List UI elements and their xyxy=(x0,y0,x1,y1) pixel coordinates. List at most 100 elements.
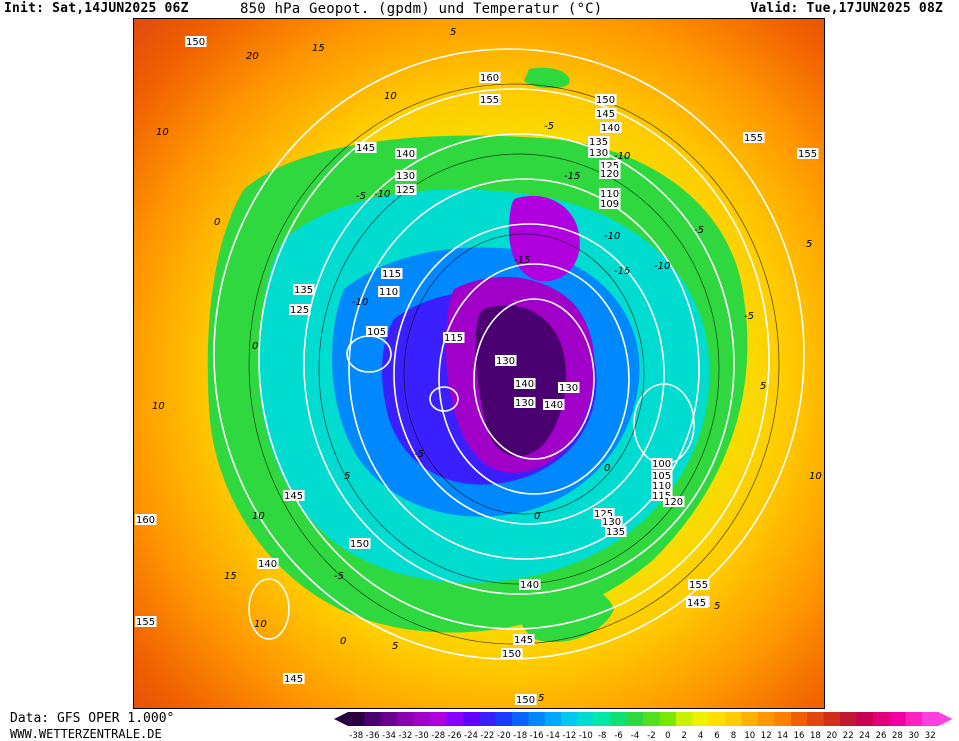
temperature-contour-label: -15 xyxy=(614,266,630,277)
height-contour-label: 115 xyxy=(652,491,671,502)
scale-swatch xyxy=(528,712,546,726)
temperature-contour-label: -5 xyxy=(356,191,366,202)
scale-tick-label: 26 xyxy=(876,731,887,740)
height-label-bg xyxy=(366,326,388,337)
height-label-bg xyxy=(599,160,621,171)
height-contour-label: 140 xyxy=(396,149,415,160)
height-contour-label: 145 xyxy=(356,143,375,154)
scale-swatch xyxy=(446,712,464,726)
temperature-contour-label: -10 xyxy=(374,189,390,200)
temperature-contour-label: 0 xyxy=(604,463,610,474)
scale-swatch xyxy=(725,712,743,726)
weather-map: 150 160 155 150 145 140 135 130 125 120 110 109 145 1… xyxy=(133,18,825,709)
scale-tick-label: -20 xyxy=(497,731,511,740)
temperature-contour-label: -10 xyxy=(352,297,368,308)
temperature-contour-label: 10 xyxy=(152,401,165,412)
scale-swatch xyxy=(413,712,431,726)
height-label-bg xyxy=(688,579,710,590)
height-contour-label: 160 xyxy=(136,515,155,526)
scale-swatch xyxy=(462,712,480,726)
scale-swatch xyxy=(790,712,808,726)
temperature-contour-label: 10 xyxy=(156,127,169,138)
scale-tick-label: -16 xyxy=(530,731,544,740)
height-label-bg xyxy=(595,108,617,119)
height-contour-label: 140 xyxy=(601,123,620,134)
height-label-bg xyxy=(349,538,371,549)
height-label-bg xyxy=(600,122,622,133)
height-contour-label: 130 xyxy=(589,148,608,159)
height-contour-label: 109 xyxy=(600,199,619,210)
height-label-bg xyxy=(495,355,517,366)
height-contour-label: 145 xyxy=(596,109,615,120)
height-label-bg xyxy=(686,597,708,608)
temperature-contour-label: -5 xyxy=(544,121,554,132)
height-contour-label: 105 xyxy=(652,471,671,482)
height-label-bg xyxy=(514,397,536,408)
scale-swatch xyxy=(364,712,382,726)
scale-tick-label: 20 xyxy=(826,731,837,740)
scale-swatch xyxy=(807,712,825,726)
scale-tick-label: 0 xyxy=(665,731,670,740)
height-label-bg xyxy=(601,516,623,527)
height-contour-label: 120 xyxy=(664,497,683,508)
scale-tick-label: 16 xyxy=(794,731,805,740)
chart-title: 850 hPa Geopot. (gpdm) und Temperatur (°… xyxy=(240,1,603,17)
height-label-bg xyxy=(558,382,580,393)
scale-tick-label: 2 xyxy=(681,731,686,740)
height-label-bg xyxy=(283,490,305,501)
height-label-bg xyxy=(651,490,673,501)
height-label-bg xyxy=(479,72,501,83)
height-label-bg xyxy=(515,694,537,705)
temperature-contour-label: 5 xyxy=(450,27,456,38)
height-contour-label: 105 xyxy=(367,327,386,338)
height-contour-label: 135 xyxy=(294,285,313,296)
temperature-contour-label: 5 xyxy=(806,239,812,250)
temperature-color-scale: -38 -36 -34 -32 -30 -28 -26 -24 -22 -20 -18 -16 -14-… xyxy=(334,712,953,740)
scale-swatch xyxy=(692,712,710,726)
height-label-bg xyxy=(443,332,465,343)
scale-arrow-left xyxy=(334,712,348,726)
scale-tick-label: -36 xyxy=(366,731,380,740)
scale-swatch xyxy=(856,712,874,726)
scale-tick-label: -4 xyxy=(631,731,639,740)
height-contour-label: 150 xyxy=(350,539,369,550)
scale-swatch xyxy=(380,712,398,726)
temperature-contour-label: -10 xyxy=(614,151,630,162)
height-contour-label: 125 xyxy=(396,185,415,196)
height-label-bg xyxy=(513,634,535,645)
height-contour-label: 150 xyxy=(186,37,205,48)
height-label-bg xyxy=(355,142,377,153)
scale-tick-label: -8 xyxy=(598,731,606,740)
scale-tick-label: -6 xyxy=(614,731,622,740)
scale-swatch xyxy=(708,712,726,726)
height-label-bg xyxy=(588,136,610,147)
height-contour-label: 100 xyxy=(652,459,671,470)
height-label-bg xyxy=(543,399,565,410)
scale-tick-label: 8 xyxy=(731,731,736,740)
scale-swatch xyxy=(561,712,579,726)
height-contour-label: 135 xyxy=(606,527,625,538)
temperature-contour-label: 15 xyxy=(224,571,237,582)
scale-tick-label: 10 xyxy=(744,731,755,740)
height-label-bg xyxy=(663,496,685,507)
scale-tick-label: -32 xyxy=(398,731,412,740)
height-contour-label: 140 xyxy=(258,559,277,570)
scale-tick-label: -26 xyxy=(448,731,462,740)
height-contour-label: 145 xyxy=(687,598,706,609)
temperature-contour-label: -5 xyxy=(414,449,424,460)
height-contour-label: 160 xyxy=(480,73,499,84)
height-label-bg xyxy=(651,458,673,469)
scale-tick-label: 28 xyxy=(892,731,903,740)
height-contour-label: 150 xyxy=(516,695,535,706)
scale-swatch xyxy=(905,712,923,726)
land-patch xyxy=(524,67,570,89)
height-contour-label: 155 xyxy=(798,149,817,160)
height-contour-label: 150 xyxy=(502,649,521,660)
scale-swatch xyxy=(774,712,792,726)
temperature-contour-label: 0 xyxy=(534,511,540,522)
height-label-bg xyxy=(599,168,621,179)
temperature-contour-label: 5 xyxy=(714,601,720,612)
height-contour-label: 115 xyxy=(382,269,401,280)
height-label-bg xyxy=(378,286,400,297)
